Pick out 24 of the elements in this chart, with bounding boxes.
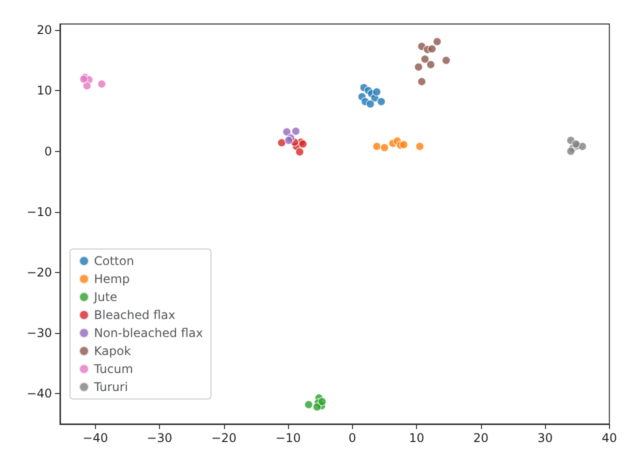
x-tick-label: −30 bbox=[146, 431, 172, 445]
legend-label: Bleached flax bbox=[94, 308, 176, 322]
legend-label: Kapok bbox=[94, 344, 131, 358]
y-tick-label: 0 bbox=[44, 144, 52, 158]
y-tick-label: 20 bbox=[36, 23, 52, 38]
x-tick-label: 40 bbox=[602, 431, 618, 445]
x-tick-label: −40 bbox=[82, 431, 108, 445]
x-tick-label: 20 bbox=[473, 431, 488, 445]
x-tick-label: 10 bbox=[408, 431, 424, 445]
x-tick-label: −20 bbox=[211, 431, 237, 445]
y-tick-label: 10 bbox=[36, 84, 52, 98]
y-tick-label: −10 bbox=[26, 204, 52, 219]
legend-label: Jute bbox=[93, 290, 118, 304]
legend-label: Tururi bbox=[93, 380, 128, 394]
x-tick-label: −10 bbox=[275, 431, 301, 445]
legend-label: Cotton bbox=[94, 254, 134, 268]
x-tick-label: 30 bbox=[537, 431, 553, 445]
y-tick-label: −20 bbox=[26, 265, 52, 280]
legend-label: Non-bleached flax bbox=[94, 326, 203, 340]
x-tick-label: 0 bbox=[348, 431, 356, 445]
legend-label: Hemp bbox=[94, 272, 130, 286]
y-tick-label: −40 bbox=[26, 386, 52, 401]
legend-label: Tucum bbox=[93, 362, 134, 376]
y-tick-label: −30 bbox=[26, 326, 52, 340]
